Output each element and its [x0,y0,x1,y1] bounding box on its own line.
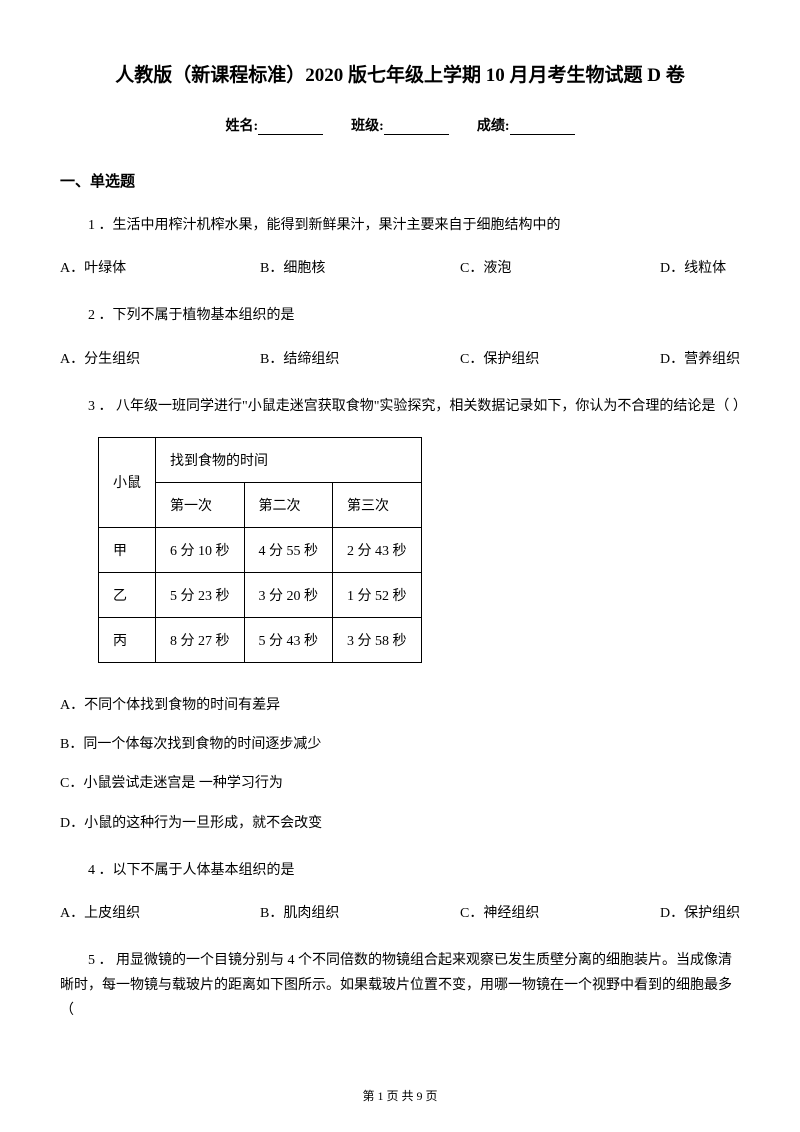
table-cell: 5 分 23 秒 [156,572,245,617]
score-blank [510,119,575,135]
question-2-text: 2 ．下列不属于植物基本组织的是 [60,303,740,328]
q2-option-c: C．保护组织 [460,347,600,372]
q3-option-b: B．同一个体每次找到食物的时间逐步减少 [60,732,740,757]
q4-option-d: D．保护组织 [660,901,740,926]
class-blank [384,119,449,135]
question-2-options: A．分生组织 B．结缔组织 C．保护组织 D．营养组织 [60,347,740,372]
q2-option-d: D．营养组织 [660,347,740,372]
table-cell: 3 分 20 秒 [244,572,333,617]
score-label: 成绩: [477,119,510,134]
question-1-text: 1 ．生活中用榨汁机榨水果，能得到新鲜果汁，果汁主要来自于细胞结构中的 [60,213,740,238]
table-row: 丙 8 分 27 秒 5 分 43 秒 3 分 58 秒 [99,617,422,662]
question-1-options: A．叶绿体 B．细胞核 C．液泡 D．线粒体 [60,256,740,281]
name-blank [258,119,323,135]
table-col-1: 第一次 [156,482,245,527]
table-row: 甲 6 分 10 秒 4 分 55 秒 2 分 43 秒 [99,527,422,572]
q1-option-c: C．液泡 [460,256,600,281]
table-cell: 甲 [99,527,156,572]
table-cell: 6 分 10 秒 [156,527,245,572]
section-1-header: 一、单选题 [60,170,740,191]
table-header-mouse: 小鼠 [99,437,156,527]
q4-option-c: C．神经组织 [460,901,600,926]
question-4-options: A．上皮组织 B．肌肉组织 C．神经组织 D．保护组织 [60,901,740,926]
table-cell: 4 分 55 秒 [244,527,333,572]
q3-option-c: C．小鼠尝试走迷宫是 一种学习行为 [60,771,740,796]
table-cell: 5 分 43 秒 [244,617,333,662]
table-col-3: 第三次 [333,482,422,527]
q3-data-table: 小鼠 找到食物的时间 第一次 第二次 第三次 甲 6 分 10 秒 4 分 55… [98,437,422,663]
table-cell: 3 分 58 秒 [333,617,422,662]
page-title: 人教版（新课程标准）2020 版七年级上学期 10 月月考生物试题 D 卷 [60,60,740,87]
class-label: 班级: [351,119,384,134]
table-cell: 1 分 52 秒 [333,572,422,617]
table-cell: 丙 [99,617,156,662]
page-footer: 第 1 页 共 9 页 [0,1087,800,1104]
table-cell: 乙 [99,572,156,617]
q1-option-b: B．细胞核 [260,256,400,281]
name-label: 姓名: [225,119,258,134]
table-cell: 8 分 27 秒 [156,617,245,662]
q2-option-b: B．结缔组织 [260,347,400,372]
question-5-text: 5 ． 用显微镜的一个目镜分别与 4 个不同倍数的物镜组合起来观察已发生质壁分离… [60,948,740,1024]
q4-option-b: B．肌肉组织 [260,901,400,926]
student-info-line: 姓名: 班级: 成绩: [60,115,740,135]
table-header-time: 找到食物的时间 [156,437,422,482]
q4-option-a: A．上皮组织 [60,901,200,926]
q1-option-d: D．线粒体 [660,256,726,281]
q1-option-a: A．叶绿体 [60,256,200,281]
q3-option-a: A．不同个体找到食物的时间有差异 [60,693,740,718]
question-4-text: 4 ．以下不属于人体基本组织的是 [60,858,740,883]
table-col-2: 第二次 [244,482,333,527]
table-cell: 2 分 43 秒 [333,527,422,572]
question-3-text: 3 ． 八年级一班同学进行"小鼠走迷宫获取食物"实验探究，相关数据记录如下，你认… [60,394,740,419]
q3-option-d: D．小鼠的这种行为一旦形成，就不会改变 [60,811,740,836]
q2-option-a: A．分生组织 [60,347,200,372]
table-row: 乙 5 分 23 秒 3 分 20 秒 1 分 52 秒 [99,572,422,617]
